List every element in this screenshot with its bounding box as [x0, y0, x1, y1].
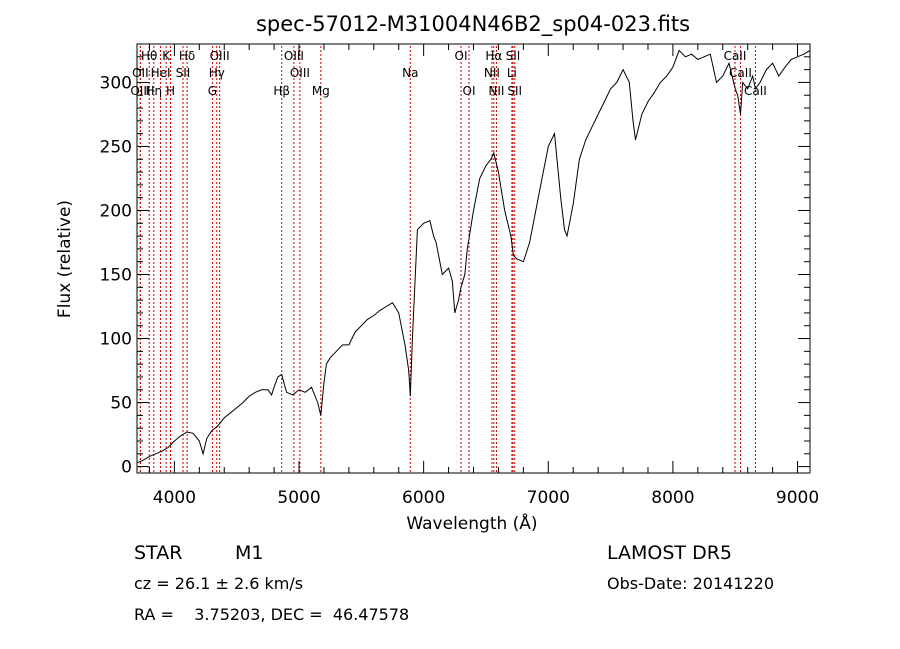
x-tick-label: 9000 [776, 488, 819, 508]
line-marker-label: Hθ [141, 49, 157, 63]
line-marker-label: Li [507, 66, 517, 80]
line-marker-label: SII [507, 84, 522, 98]
line-marker-label: H [166, 84, 175, 98]
line-marker-labels: Hθ K Hδ OIII OIII OI Hα SII CaII OII HeI SII Hγ OIII N… [130, 49, 766, 98]
line-marker-label: K [162, 49, 171, 63]
y-tick-label: 150 [100, 266, 132, 286]
line-marker-label: CaII [724, 49, 747, 63]
cz-value: cz = 26.1 ± 2.6 km/s [134, 574, 303, 593]
x-tick-label: 5000 [277, 488, 320, 508]
spectrum-line [136, 49, 811, 464]
object-subclass: M1 [235, 542, 263, 564]
x-tick-label: 6000 [402, 488, 445, 508]
line-marker-label: OIII [284, 49, 304, 63]
line-marker-label: Hβ [273, 84, 290, 98]
x-axis-label: Wavelength (Å) [406, 512, 537, 534]
line-marker-label: Na [402, 66, 418, 80]
line-marker-label: Mg [312, 84, 330, 98]
line-marker-label: Hη [146, 84, 163, 98]
line-marker-label: SII [506, 49, 521, 63]
line-marker-label: Hα [485, 49, 502, 63]
x-tick-label: 4000 [153, 488, 196, 508]
line-marker-label: Hγ [209, 66, 225, 80]
plot-frame [136, 43, 811, 474]
chart-title: spec-57012-M31004N46B2_sp04-023.fits [256, 12, 690, 37]
line-marker-label: NII [488, 84, 504, 98]
y-tick-label: 50 [110, 394, 132, 414]
line-marker-label: OIII [290, 66, 310, 80]
y-tick-label: 0 [121, 458, 132, 478]
line-marker-label: NII [484, 66, 500, 80]
coordinates: RA = 3.75203, DEC = 46.47578 [134, 605, 409, 624]
line-marker-label: G [208, 84, 217, 98]
y-axis-label: Flux (relative) [55, 200, 75, 318]
line-marker-label: OI [463, 84, 476, 98]
object-class: STAR [134, 542, 182, 564]
y-tick-label: 200 [100, 201, 132, 221]
x-tick-label: 7000 [527, 488, 570, 508]
line-marker-label: OII [132, 66, 149, 80]
y-tick-label: 100 [100, 330, 132, 350]
line-marker-label: OI [455, 49, 468, 63]
y-axis-ticks: 0 50 100 150 200 250 300 [100, 56, 810, 478]
line-marker-label: OIII [210, 49, 230, 63]
x-tick-label: 8000 [651, 488, 694, 508]
line-marker-label: Hδ [179, 49, 195, 63]
line-marker-label: SII [176, 66, 191, 80]
survey-name: LAMOST DR5 [607, 542, 732, 564]
line-markers [139, 46, 756, 473]
x-axis-ticks: 4000 5000 6000 7000 8000 9000 [148, 44, 819, 508]
line-marker-label: CaII [744, 84, 767, 98]
y-tick-label: 250 [100, 137, 132, 157]
obs-date: Obs-Date: 20141220 [607, 574, 774, 593]
y-tick-label: 300 [100, 73, 132, 93]
line-marker-label: OIII [130, 84, 150, 98]
line-marker-label: HeI [151, 66, 171, 80]
line-marker-label: CaII [729, 66, 752, 80]
